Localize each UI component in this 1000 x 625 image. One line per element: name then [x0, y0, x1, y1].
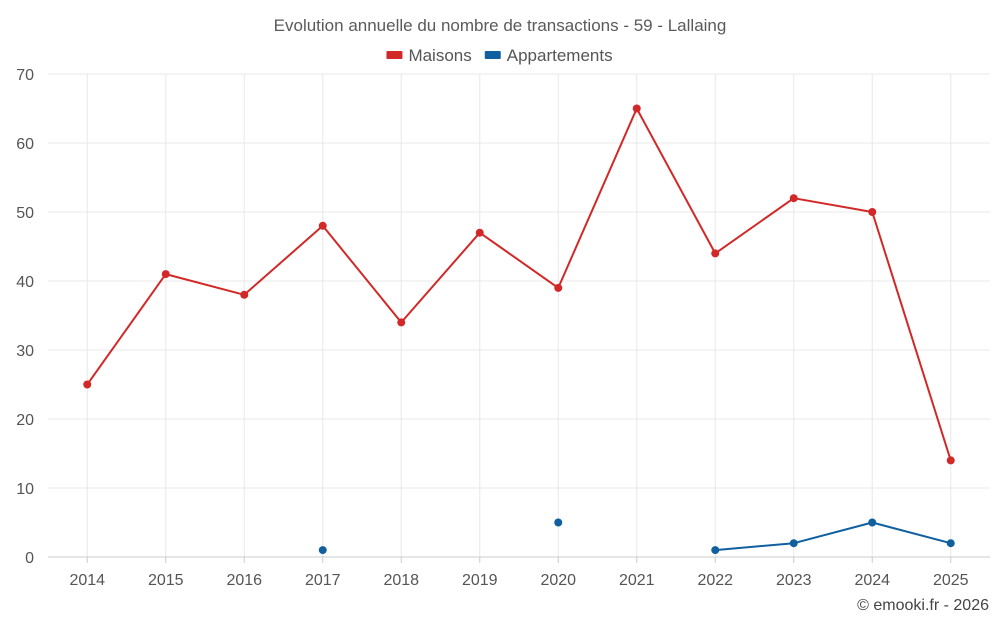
data-point	[711, 249, 720, 258]
x-tick-label: 2023	[776, 572, 812, 589]
x-tick-label: 2019	[462, 572, 498, 589]
data-point	[161, 270, 170, 279]
data-point	[554, 518, 563, 527]
data-point	[475, 228, 484, 237]
x-tick-label: 2024	[854, 572, 890, 589]
data-point	[946, 539, 955, 548]
grid	[48, 73, 990, 557]
chart-title: Evolution annuelle du nombre de transact…	[274, 16, 727, 35]
y-tick-label: 50	[16, 205, 34, 222]
y-tick-label: 70	[16, 67, 34, 84]
legend-item-appartements: Appartements	[484, 46, 613, 65]
y-tick-label: 20	[16, 412, 34, 429]
legend-item-maisons: Maisons	[386, 46, 472, 65]
x-tick-label: 2025	[933, 572, 969, 589]
x-tick-label: 2015	[148, 572, 184, 589]
data-point	[554, 283, 563, 292]
x-tick-label: 2020	[540, 572, 576, 589]
legend-swatch	[484, 51, 501, 59]
series-line	[86, 107, 952, 461]
series-line	[715, 521, 952, 552]
y-tick-label: 0	[25, 550, 34, 567]
data-point	[397, 318, 406, 327]
x-tick-label: 2022	[697, 572, 733, 589]
axes: 0 10 20 30 40 50 60 70 2014 2015 2016 2017 2018 2019 2…	[16, 67, 990, 589]
legend: Maisons Appartements	[386, 46, 613, 65]
data-point	[789, 539, 798, 548]
x-tick-label: 2016	[226, 572, 262, 589]
data-point	[240, 290, 249, 299]
series-appartements	[318, 518, 955, 555]
x-tick-label: 2017	[305, 572, 341, 589]
series-maisons	[83, 104, 955, 465]
y-tick-label: 10	[16, 481, 34, 498]
data-point	[632, 104, 641, 113]
legend-swatch	[386, 51, 403, 59]
legend-label: Appartements	[507, 46, 613, 65]
y-tick-label: 60	[16, 136, 34, 153]
data-point	[83, 380, 92, 389]
data-point	[318, 546, 327, 555]
y-tick-label: 30	[16, 343, 34, 360]
legend-label: Maisons	[408, 46, 471, 65]
x-tick-label: 2018	[383, 572, 419, 589]
data-point	[711, 546, 720, 555]
data-point	[868, 518, 877, 527]
data-point	[868, 208, 877, 216]
credit-text: © emooki.fr - 2026	[857, 597, 989, 614]
data-point	[789, 194, 798, 203]
x-tick-label: 2014	[69, 572, 105, 589]
data-point	[946, 456, 955, 465]
data-point	[318, 221, 327, 230]
x-tick-label: 2021	[619, 572, 655, 589]
series-group	[83, 104, 955, 555]
y-tick-label: 40	[16, 274, 34, 291]
